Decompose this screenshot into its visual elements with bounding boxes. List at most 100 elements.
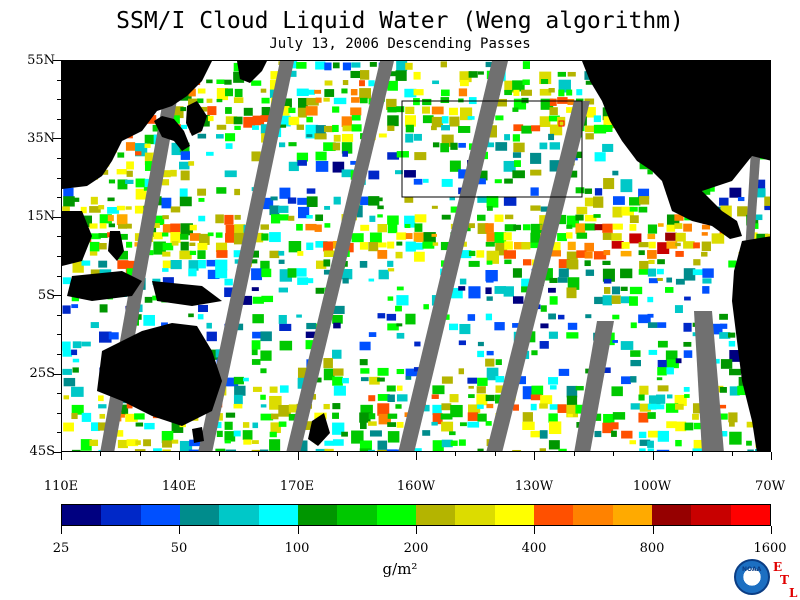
cloud-cell bbox=[350, 160, 356, 165]
cloud-cell bbox=[188, 98, 199, 108]
cloud-cell bbox=[693, 242, 700, 249]
cloud-cell bbox=[72, 197, 80, 202]
cloud-cell bbox=[692, 269, 704, 276]
etl-letter-t: T bbox=[780, 573, 789, 587]
cloud-cell bbox=[396, 232, 407, 240]
cloud-cell bbox=[612, 412, 626, 420]
cloud-cell bbox=[467, 421, 480, 428]
cloud-cell bbox=[720, 430, 728, 437]
cloud-cell bbox=[531, 350, 538, 356]
cloud-cell bbox=[504, 241, 513, 250]
cloud-cell bbox=[225, 449, 237, 451]
cloud-cell bbox=[566, 224, 573, 229]
cloud-cell bbox=[548, 287, 556, 293]
cloud-cell bbox=[396, 332, 405, 339]
cloud-cell bbox=[360, 404, 373, 416]
cloud-cell bbox=[638, 269, 650, 275]
cloud-cell bbox=[431, 116, 444, 128]
cloud-cell bbox=[441, 421, 454, 432]
cloud-cell bbox=[143, 187, 150, 191]
cloud-cell bbox=[179, 440, 193, 451]
cloud-cell bbox=[432, 413, 443, 425]
cloud-cell bbox=[359, 70, 370, 80]
cloud-cell bbox=[585, 269, 595, 276]
cloud-cell bbox=[441, 376, 453, 384]
swath-gap bbox=[198, 61, 294, 451]
cloud-cell bbox=[188, 260, 199, 271]
cloud-cell bbox=[360, 421, 367, 430]
cloud-cell bbox=[378, 133, 387, 138]
cloud-cell bbox=[630, 403, 641, 410]
cloud-cell bbox=[386, 98, 397, 110]
cloud-cell bbox=[719, 197, 729, 206]
cloud-cell bbox=[99, 304, 108, 313]
cloud-cell bbox=[387, 431, 400, 443]
cloud-cell bbox=[359, 242, 368, 250]
cloud-cell bbox=[323, 368, 335, 381]
cloud-cell bbox=[585, 80, 594, 85]
cloud-cell bbox=[441, 214, 451, 220]
cloud-cell bbox=[557, 314, 565, 320]
cloud-cell bbox=[260, 88, 267, 93]
cloud-cell bbox=[377, 250, 388, 259]
cloud-cell bbox=[603, 287, 611, 294]
cloud-cell bbox=[512, 449, 522, 451]
cloud-cell bbox=[387, 125, 395, 131]
cloud-cell bbox=[89, 206, 101, 213]
cloud-cell bbox=[216, 88, 229, 101]
cloud-cell bbox=[387, 323, 399, 331]
cloud-cell bbox=[683, 322, 692, 332]
cloud-cell bbox=[647, 296, 654, 303]
cloud-cell bbox=[332, 376, 343, 386]
cloud-cell bbox=[549, 242, 561, 253]
cloud-cell bbox=[368, 413, 376, 420]
swath-gap bbox=[486, 101, 590, 451]
cloud-cell bbox=[260, 331, 272, 342]
cloud-cell bbox=[62, 349, 73, 357]
cloud-cell bbox=[720, 413, 728, 420]
cloud-cell bbox=[558, 259, 570, 269]
cloud-cell bbox=[90, 322, 99, 329]
cloud-cell bbox=[243, 439, 252, 445]
cloud-cell bbox=[306, 278, 314, 284]
cloud-cell bbox=[377, 440, 388, 450]
cloud-cell bbox=[269, 431, 277, 438]
land-mass bbox=[154, 116, 190, 151]
tick-mark bbox=[179, 526, 180, 534]
cloud-cell bbox=[594, 296, 604, 305]
cloud-cell bbox=[332, 142, 341, 151]
cloud-cell bbox=[342, 125, 353, 132]
cloud-cell bbox=[530, 223, 543, 236]
cloud-cell bbox=[512, 80, 525, 92]
cloud-cell bbox=[351, 115, 361, 121]
cloud-cell bbox=[414, 214, 427, 223]
station-marker bbox=[558, 120, 565, 127]
cloud-cell bbox=[62, 305, 71, 314]
cloud-cell bbox=[71, 386, 84, 397]
cloud-cell bbox=[216, 98, 223, 103]
cloud-cell bbox=[216, 79, 225, 84]
cloud-cell bbox=[233, 403, 243, 409]
cloud-cell bbox=[719, 404, 727, 409]
cloud-cell bbox=[657, 322, 667, 328]
cloud-cell bbox=[647, 412, 656, 419]
cloud-cell bbox=[611, 233, 622, 241]
land-mass bbox=[62, 211, 92, 266]
cloud-cell bbox=[359, 341, 371, 351]
cloud-cell bbox=[756, 233, 769, 241]
cloud-cell bbox=[639, 260, 649, 270]
cloud-cell bbox=[692, 413, 699, 420]
tick-mark bbox=[57, 413, 61, 414]
cloud-cell bbox=[395, 251, 403, 259]
cloud-cell bbox=[98, 242, 107, 250]
etl-letter-e: E bbox=[773, 560, 783, 574]
cloud-cell bbox=[432, 142, 440, 148]
cloud-cell bbox=[494, 179, 502, 184]
cloud-cell bbox=[359, 359, 368, 366]
cloud-cell bbox=[405, 62, 413, 70]
cloud-cell bbox=[504, 89, 512, 96]
cloud-cell bbox=[405, 313, 416, 325]
cloud-cell bbox=[405, 133, 414, 143]
cloud-cell bbox=[477, 350, 485, 358]
cloud-cell bbox=[558, 268, 569, 278]
